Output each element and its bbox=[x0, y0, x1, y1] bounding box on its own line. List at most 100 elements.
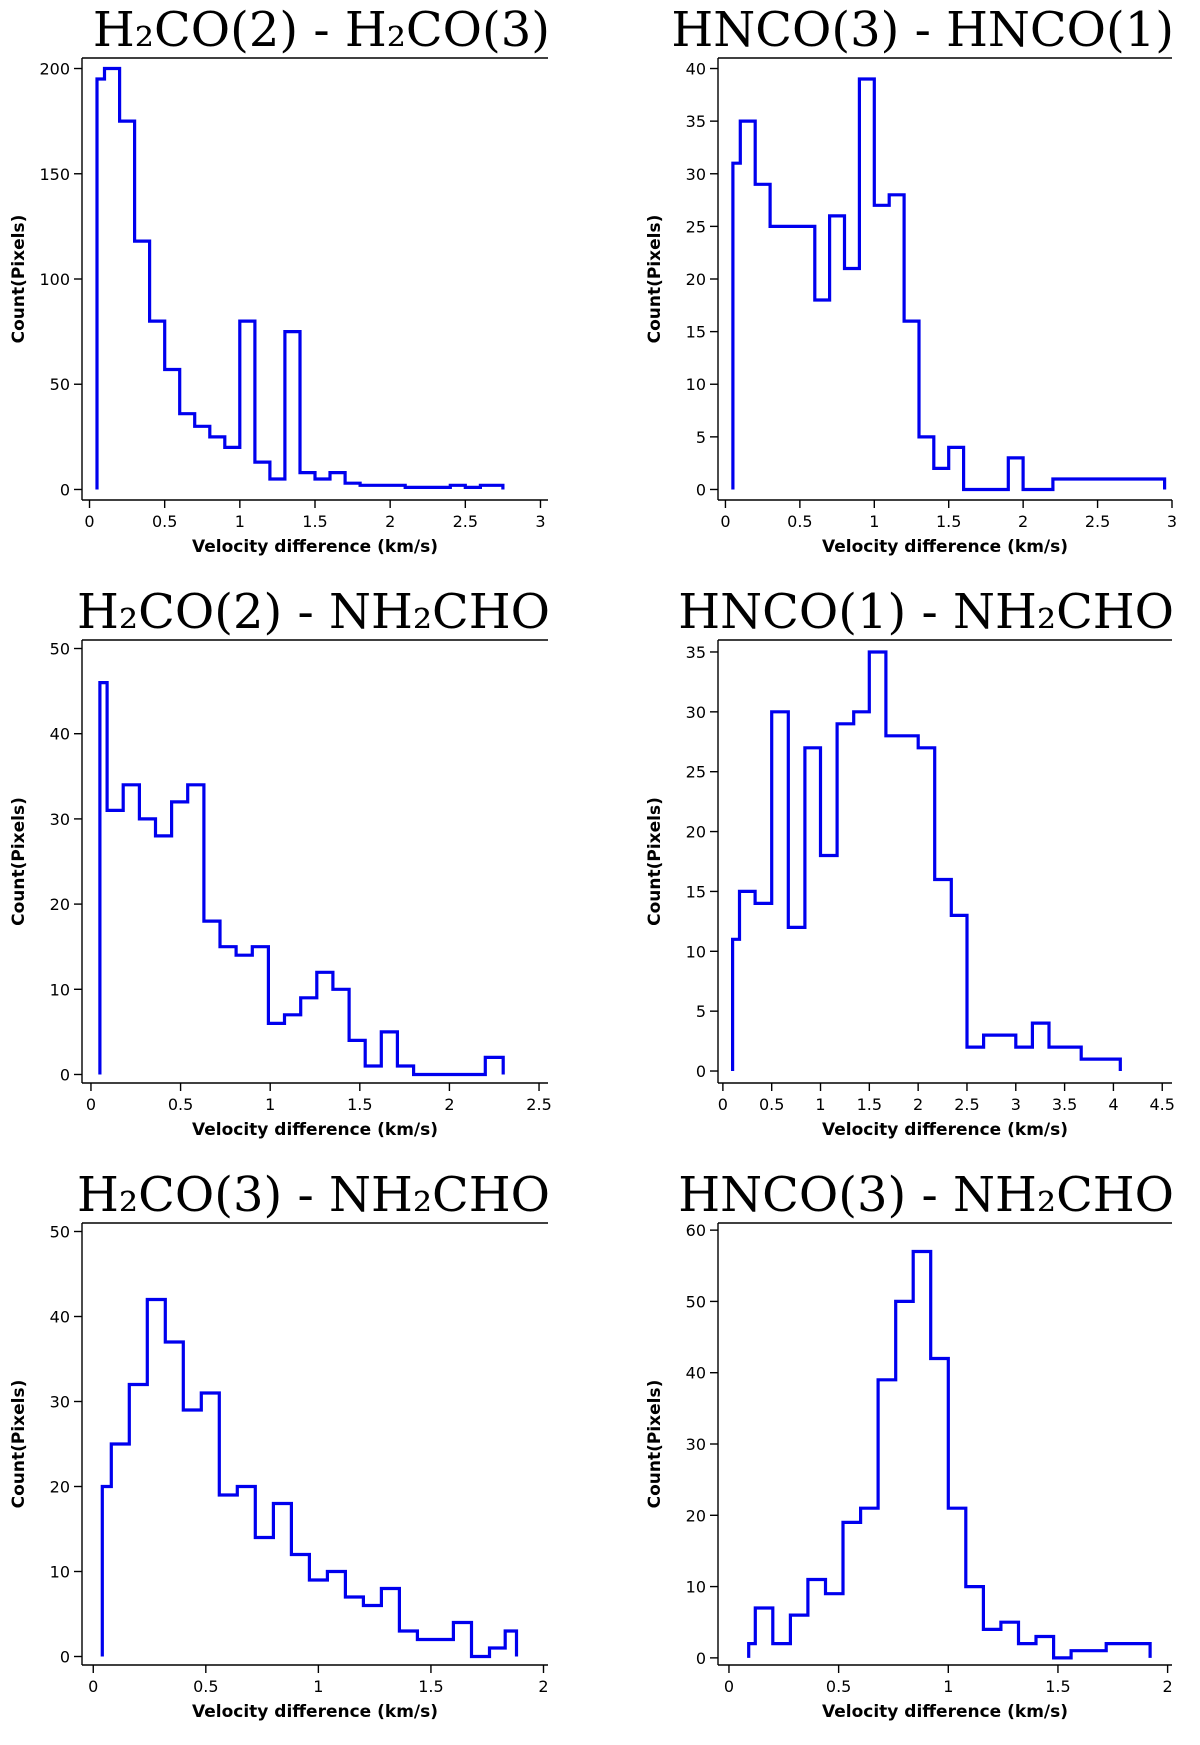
chart-title: HNCO(3) - HNCO(1) bbox=[671, 2, 1174, 58]
histogram-bin bbox=[830, 216, 845, 490]
histogram-bin bbox=[1081, 1059, 1098, 1071]
x-tick-label: 3.5 bbox=[1052, 1095, 1077, 1114]
histogram-bin bbox=[147, 1300, 165, 1657]
x-tick-label: 3 bbox=[535, 512, 545, 531]
histogram-bin bbox=[381, 1589, 399, 1657]
x-axis-label: Velocity difference (km/s) bbox=[822, 1702, 1068, 1722]
histogram-bin bbox=[854, 712, 870, 1071]
y-axis-label: Count(Pixels) bbox=[645, 797, 665, 926]
y-axis-label: Count(Pixels) bbox=[9, 797, 29, 926]
histogram-bin bbox=[1106, 1644, 1150, 1658]
histogram-bin bbox=[931, 1359, 949, 1658]
histogram-bin bbox=[1036, 1637, 1054, 1658]
chart-title: HNCO(1) - NH₂CHO bbox=[678, 584, 1174, 640]
histogram-bin bbox=[97, 79, 105, 489]
histogram-bin bbox=[935, 880, 952, 1072]
histogram-bin bbox=[405, 487, 420, 489]
histogram-bin bbox=[805, 748, 821, 1071]
y-axis-label: Count(Pixels) bbox=[645, 215, 665, 344]
histogram-bin bbox=[105, 69, 120, 490]
y-tick-label: 5 bbox=[696, 428, 706, 447]
histogram-bin bbox=[417, 1640, 435, 1657]
histogram-bin bbox=[773, 1644, 791, 1658]
x-tick-label: 2.5 bbox=[954, 1095, 979, 1114]
histogram-bin bbox=[1157, 479, 1164, 490]
y-tick-label: 30 bbox=[50, 1393, 70, 1412]
y-axis-label: Count(Pixels) bbox=[9, 215, 29, 344]
y-tick-label: 30 bbox=[686, 703, 706, 722]
y-tick-label: 50 bbox=[50, 1223, 70, 1242]
x-tick-label: 0.5 bbox=[152, 512, 177, 531]
x-tick-label: 3 bbox=[1167, 512, 1177, 531]
histogram-bin bbox=[268, 1023, 284, 1074]
y-tick-label: 30 bbox=[686, 1435, 706, 1454]
y-tick-label: 0 bbox=[696, 1649, 706, 1668]
y-tick-label: 15 bbox=[686, 882, 706, 901]
y-tick-label: 50 bbox=[50, 640, 70, 659]
histogram-bin bbox=[869, 652, 886, 1071]
histogram-bin bbox=[330, 473, 345, 490]
y-tick-label: 20 bbox=[686, 1506, 706, 1525]
histogram-bin bbox=[333, 989, 349, 1074]
histogram-bin bbox=[204, 921, 220, 1074]
x-axis-label: Velocity difference (km/s) bbox=[822, 1120, 1068, 1140]
histogram-bin bbox=[453, 1623, 471, 1657]
histogram-bin bbox=[435, 487, 450, 489]
y-tick-label: 0 bbox=[60, 480, 70, 499]
histogram-bin bbox=[172, 802, 188, 1075]
x-tick-label: 1.5 bbox=[857, 1095, 882, 1114]
y-tick-label: 20 bbox=[686, 270, 706, 289]
y-axis-label: Count(Pixels) bbox=[9, 1380, 29, 1509]
histogram-bin bbox=[465, 487, 480, 489]
y-tick-label: 25 bbox=[686, 763, 706, 782]
histogram-bin bbox=[420, 487, 435, 489]
chart-title: H₂CO(3) - NH₂CHO bbox=[77, 1167, 550, 1223]
histogram-bin bbox=[120, 121, 135, 489]
histogram-bin bbox=[397, 1066, 413, 1075]
x-tick-label: 2 bbox=[385, 512, 395, 531]
histogram-bin bbox=[123, 785, 139, 1075]
y-tick-label: 10 bbox=[686, 942, 706, 961]
histogram-bin bbox=[733, 939, 740, 1071]
histogram-bin bbox=[150, 321, 165, 489]
x-tick-label: 2.5 bbox=[453, 512, 478, 531]
x-tick-label: 4.5 bbox=[1150, 1095, 1175, 1114]
histogram-bin bbox=[1053, 479, 1157, 490]
x-tick-label: 0.5 bbox=[193, 1677, 218, 1696]
histogram-bin bbox=[285, 332, 300, 490]
y-tick-label: 200 bbox=[39, 60, 70, 79]
x-tick-label: 0 bbox=[720, 512, 730, 531]
histogram-bin bbox=[749, 1644, 756, 1658]
histogram-bin bbox=[450, 485, 465, 489]
y-tick-label: 150 bbox=[39, 165, 70, 184]
histogram-bin bbox=[951, 915, 967, 1071]
histogram-bin bbox=[966, 1587, 984, 1658]
histogram-bin bbox=[1098, 1059, 1121, 1071]
x-tick-label: 1 bbox=[869, 512, 879, 531]
chart-panel-1: H₂CO(2) - H₂CO(3) 0 0.5 1 1.5 2 2.5 3 0 50 100 150 2… bbox=[9, 2, 550, 557]
histogram-bin bbox=[785, 226, 800, 489]
histogram-bin bbox=[1071, 1651, 1089, 1658]
histogram-bin bbox=[886, 736, 903, 1071]
histogram-bin bbox=[1019, 1644, 1037, 1658]
histogram-bin bbox=[843, 1522, 861, 1658]
histogram-bin bbox=[165, 370, 180, 490]
histogram-bin bbox=[317, 972, 333, 1074]
x-tick-label: 0 bbox=[84, 512, 94, 531]
x-tick-label: 0.5 bbox=[168, 1095, 193, 1114]
x-tick-label: 0 bbox=[86, 1095, 96, 1114]
histogram-bin bbox=[948, 1508, 966, 1658]
histogram-bin bbox=[770, 226, 785, 489]
x-axis-label: Velocity difference (km/s) bbox=[822, 537, 1068, 557]
y-tick-label: 10 bbox=[50, 980, 70, 999]
y-tick-label: 10 bbox=[686, 375, 706, 394]
x-tick-label: 2.5 bbox=[526, 1095, 551, 1114]
y-tick-label: 50 bbox=[50, 375, 70, 394]
x-axis-label: Velocity difference (km/s) bbox=[192, 1120, 438, 1140]
histogram-bin bbox=[225, 447, 240, 489]
histogram-series bbox=[98, 681, 505, 1077]
histogram-bin bbox=[1049, 1047, 1065, 1071]
histogram-bin bbox=[878, 1380, 896, 1658]
